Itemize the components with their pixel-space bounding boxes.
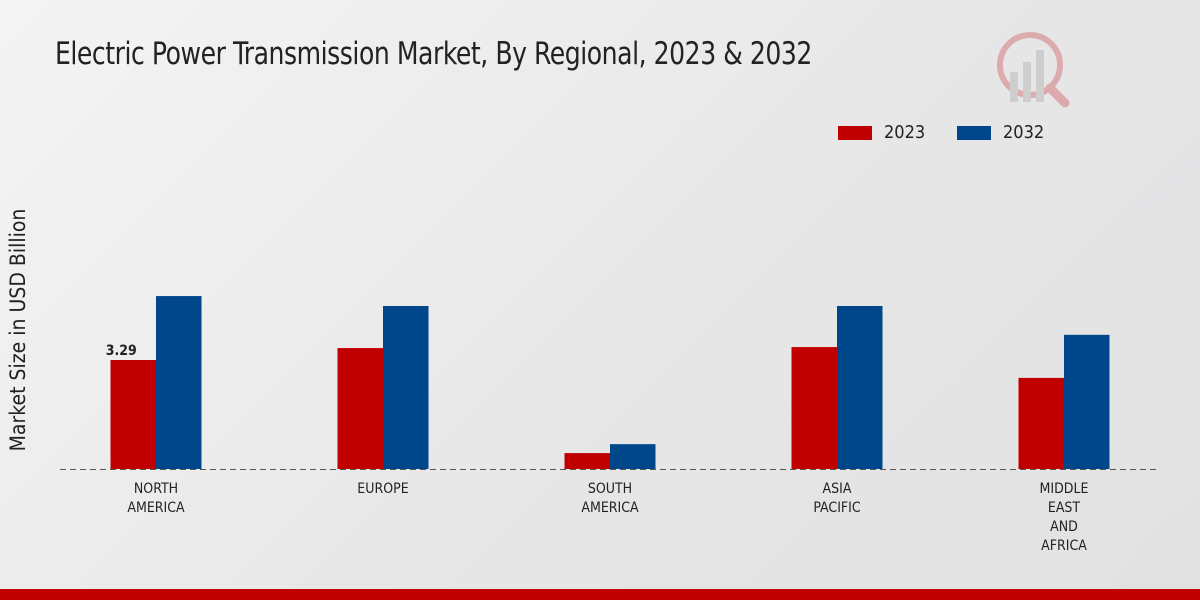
chart-title: Electric Power Transmission Market, By R… bbox=[55, 36, 812, 72]
footer-bar bbox=[0, 589, 1200, 600]
x-tick-label: MIDDLE bbox=[1040, 481, 1089, 497]
x-tick-label: EUROPE bbox=[357, 481, 408, 497]
x-tick-label: ASIA bbox=[823, 481, 852, 497]
legend-swatch-2023 bbox=[838, 125, 872, 140]
x-tick-label: AFRICA bbox=[1041, 538, 1087, 554]
legend-swatch-2032 bbox=[957, 125, 991, 140]
bar-2023-0 bbox=[110, 360, 156, 469]
bar-2023-1 bbox=[337, 348, 383, 469]
legend-label-2032: 2032 bbox=[1003, 122, 1045, 143]
data-label: 3.29 bbox=[106, 343, 137, 359]
bar-2032-1 bbox=[383, 305, 429, 469]
x-tick-label: EAST bbox=[1048, 500, 1081, 516]
bar-2023-4 bbox=[1018, 377, 1064, 469]
x-tick-label: AMERICA bbox=[127, 500, 185, 516]
x-tick-label: SOUTH bbox=[588, 481, 632, 497]
bar-2032-0 bbox=[156, 296, 202, 469]
logo-icon bbox=[997, 32, 1070, 108]
bar-2032-4 bbox=[1064, 334, 1110, 469]
bar-2023-3 bbox=[791, 347, 837, 469]
x-tick-label: AND bbox=[1050, 519, 1078, 535]
legend-item-2032: 2032 bbox=[957, 122, 1044, 143]
x-tick-label: PACIFIC bbox=[813, 500, 861, 516]
legend-item-2023: 2023 bbox=[838, 122, 925, 143]
bar-2023-2 bbox=[564, 453, 610, 469]
bar-2032-2 bbox=[610, 444, 656, 469]
bar-2032-3 bbox=[837, 305, 883, 469]
x-tick-label: AMERICA bbox=[581, 500, 639, 516]
x-tick-label: NORTH bbox=[134, 481, 178, 497]
legend-label-2023: 2023 bbox=[884, 122, 926, 143]
